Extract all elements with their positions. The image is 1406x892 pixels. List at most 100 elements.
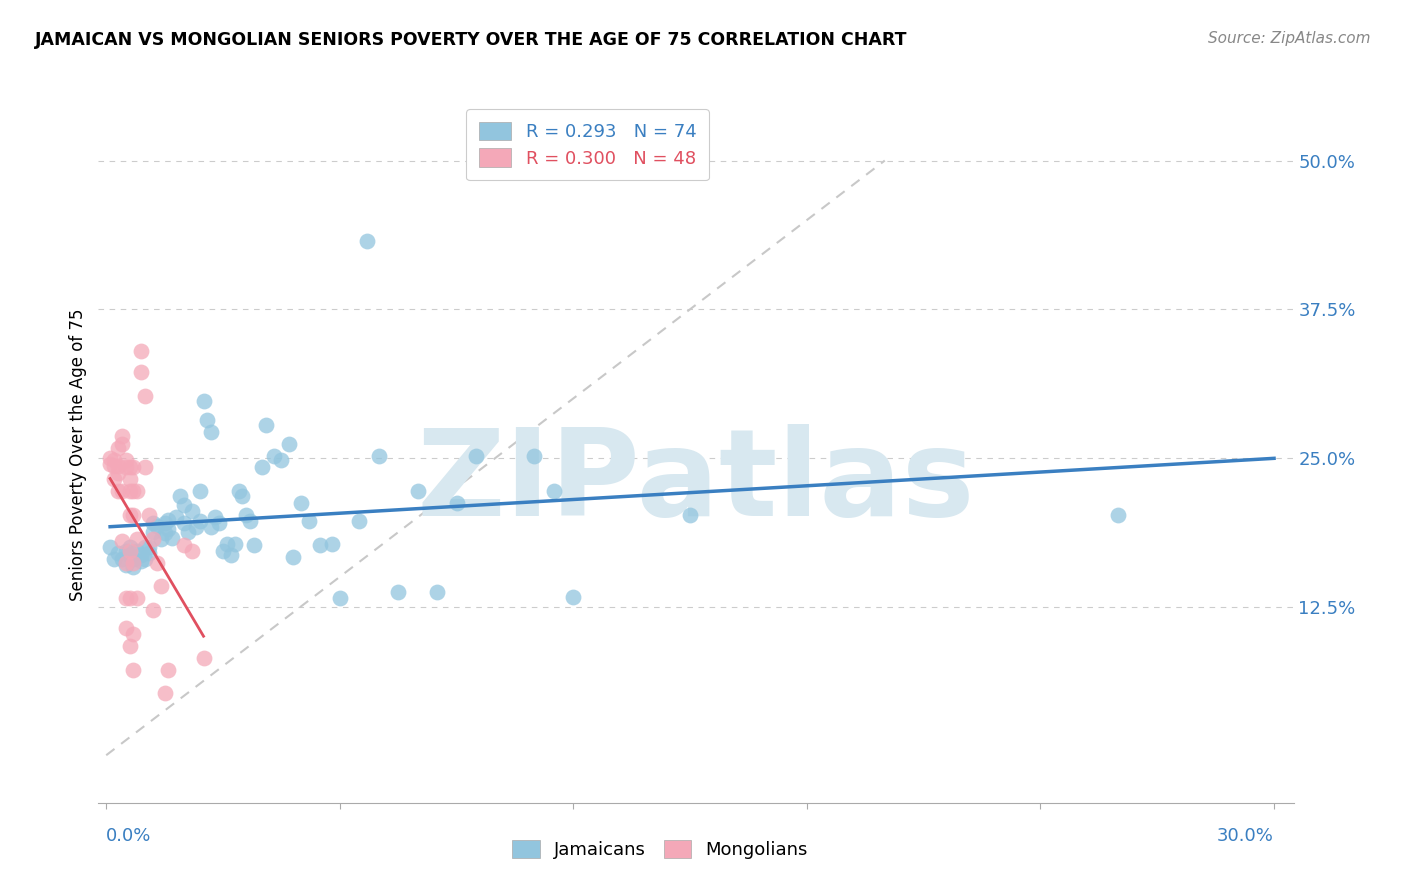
Point — [122, 556, 145, 570]
Point — [149, 532, 172, 546]
Point — [129, 549, 152, 563]
Point — [278, 436, 301, 450]
Point — [107, 484, 129, 499]
Point — [142, 524, 165, 539]
Point — [157, 663, 180, 677]
Point — [250, 460, 273, 475]
Point — [165, 510, 187, 524]
Point — [114, 558, 136, 572]
Point — [193, 393, 215, 408]
Point — [118, 460, 141, 475]
Point — [204, 510, 226, 524]
Point — [523, 449, 546, 463]
Point — [118, 508, 141, 522]
Point — [197, 413, 219, 427]
Point — [153, 686, 176, 700]
Point — [224, 536, 246, 550]
Point — [134, 460, 156, 475]
Point — [173, 516, 195, 531]
Point — [215, 536, 238, 550]
Point — [118, 540, 141, 554]
Point — [235, 508, 257, 522]
Point — [122, 484, 145, 499]
Point — [153, 516, 176, 531]
Point — [329, 591, 352, 606]
Point — [103, 472, 125, 486]
Point — [188, 514, 211, 528]
Point — [127, 484, 149, 499]
Point — [134, 540, 156, 554]
Point — [349, 514, 371, 528]
Point — [118, 484, 141, 499]
Point — [169, 489, 191, 503]
Point — [239, 514, 262, 528]
Point — [122, 560, 145, 574]
Point — [111, 552, 134, 566]
Point — [103, 459, 125, 474]
Point — [118, 543, 141, 558]
Point — [387, 585, 409, 599]
Text: 0.0%: 0.0% — [107, 827, 152, 845]
Point — [149, 579, 172, 593]
Point — [98, 540, 121, 554]
Point — [127, 591, 149, 606]
Point — [134, 389, 156, 403]
Point — [228, 484, 250, 499]
Point — [111, 534, 134, 549]
Point — [107, 442, 129, 456]
Point — [406, 484, 429, 499]
Point — [118, 639, 141, 653]
Point — [212, 543, 235, 558]
Point — [367, 449, 389, 463]
Point — [142, 532, 165, 546]
Point — [465, 449, 488, 463]
Point — [114, 556, 136, 570]
Point — [142, 603, 165, 617]
Point — [142, 516, 165, 531]
Point — [180, 543, 202, 558]
Point — [111, 429, 134, 443]
Point — [138, 508, 160, 522]
Point — [356, 235, 378, 249]
Point — [188, 484, 211, 499]
Point — [200, 520, 222, 534]
Point — [270, 453, 292, 467]
Point — [103, 453, 125, 467]
Point — [208, 516, 231, 531]
Text: JAMAICAN VS MONGOLIAN SENIORS POVERTY OVER THE AGE OF 75 CORRELATION CHART: JAMAICAN VS MONGOLIAN SENIORS POVERTY OV… — [35, 31, 908, 49]
Point — [162, 531, 184, 545]
Point — [157, 522, 180, 536]
Point — [290, 496, 312, 510]
Point — [127, 532, 149, 546]
Point — [254, 417, 277, 432]
Point — [103, 552, 125, 566]
Point — [138, 546, 160, 560]
Point — [153, 525, 176, 540]
Point — [1107, 508, 1129, 522]
Point — [173, 499, 195, 513]
Point — [263, 449, 285, 463]
Point — [107, 467, 129, 481]
Point — [146, 556, 169, 570]
Point — [231, 489, 253, 503]
Point — [111, 484, 134, 499]
Point — [200, 425, 222, 439]
Point — [114, 591, 136, 606]
Point — [193, 650, 215, 665]
Point — [129, 554, 152, 568]
Point — [129, 343, 152, 358]
Point — [107, 546, 129, 560]
Point — [122, 552, 145, 566]
Point — [118, 549, 141, 563]
Point — [177, 524, 200, 539]
Point — [173, 538, 195, 552]
Point — [298, 514, 321, 528]
Point — [679, 508, 702, 522]
Point — [219, 549, 242, 563]
Point — [180, 504, 202, 518]
Point — [146, 518, 169, 533]
Point — [243, 538, 266, 552]
Point — [281, 549, 304, 564]
Point — [122, 508, 145, 522]
Point — [111, 436, 134, 450]
